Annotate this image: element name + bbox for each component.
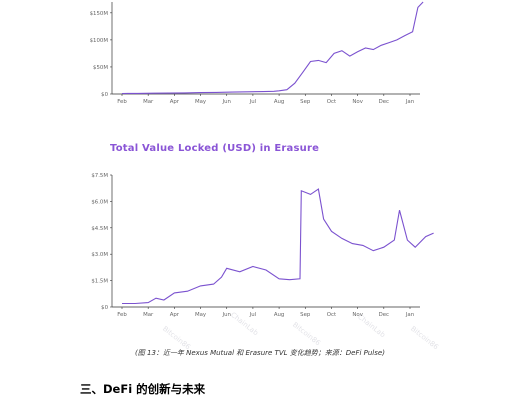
x-tick-label: Jul	[249, 312, 257, 318]
x-tick-label: Aug	[274, 312, 285, 318]
x-tick-label: Jun	[222, 312, 231, 318]
series-line	[122, 188, 434, 305]
y-tick-label: $3.0M	[91, 252, 108, 258]
x-tick-label: Jan	[405, 312, 414, 318]
x-tick-label: Dec	[379, 312, 389, 318]
x-tick-label: Apr	[170, 312, 180, 318]
x-tick-label: May	[195, 99, 207, 105]
x-tick-label: Nov	[352, 99, 363, 105]
x-tick-label: Sep	[300, 312, 311, 318]
y-tick-label: $0	[101, 92, 108, 98]
x-tick-label: Mar	[143, 312, 154, 318]
y-tick-label: $150M	[90, 11, 109, 17]
section-heading: 三、DeFi 的创新与未来	[80, 382, 206, 396]
chart-erasure-tvl: $0 $1.5M $3.0M $4.5M $6.0M $7.5M Feb Mar Apr May J…	[91, 173, 434, 318]
x-tick-label: Jan	[405, 99, 414, 105]
y-tick-label: $1.5M	[91, 279, 108, 285]
y-tick-label: $6.0M	[91, 199, 108, 205]
y-tick-label: $7.5M	[91, 173, 108, 179]
y-tick-label: $0	[101, 305, 108, 311]
x-tick-label: Sep	[300, 99, 311, 105]
y-tick-label: $100M	[90, 38, 109, 44]
x-tick-label: Apr	[170, 99, 180, 105]
x-tick-label: Jul	[249, 99, 257, 105]
series-line	[121, 1, 424, 95]
y-tick-label: $50M	[93, 65, 108, 71]
figure-caption: (图 13：近一年 Nexus Mutual 和 Erasure TVL 变化趋…	[135, 349, 385, 357]
y-tick-label: $4.5M	[91, 226, 108, 232]
x-tick-label: Oct	[327, 99, 336, 105]
x-tick-label: Jun	[222, 99, 231, 105]
chart-nexus-mutual-tvl: $0 $50M $100M $150M Feb Mar Apr May Jun Jul Aug Sep…	[90, 1, 424, 105]
chart-title: Total Value Locked (USD) in Erasure	[110, 143, 320, 154]
x-tick-label: Feb	[117, 99, 127, 105]
x-tick-label: Aug	[274, 99, 285, 105]
x-tick-label: Oct	[327, 312, 336, 318]
x-tick-label: Dec	[379, 99, 389, 105]
x-tick-label: Mar	[143, 99, 154, 105]
x-tick-label: Feb	[117, 312, 127, 318]
x-tick-label: May	[195, 312, 207, 318]
x-tick-label: Nov	[352, 312, 363, 318]
